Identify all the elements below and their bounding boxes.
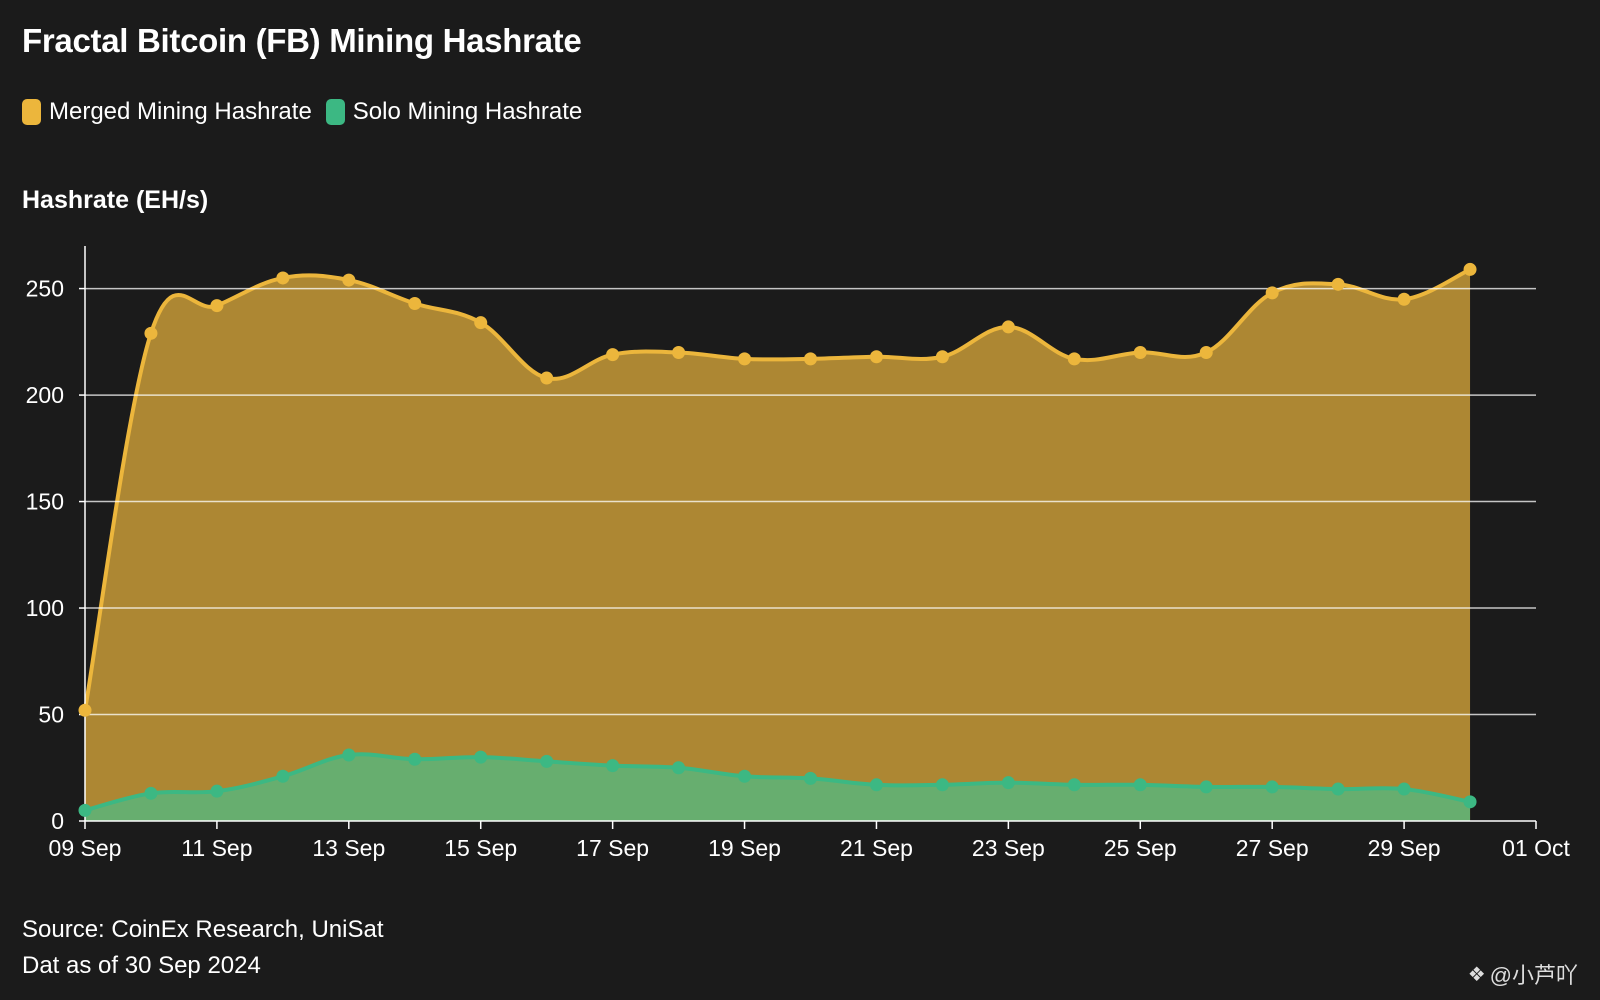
line-merged	[83, 267, 1471, 711]
area-series	[83, 267, 1471, 822]
point-solo-10[interactable]	[738, 769, 752, 783]
y-tick-label-0: 0	[51, 808, 64, 834]
point-solo-14[interactable]	[1001, 776, 1015, 790]
point-merged-6[interactable]	[474, 316, 488, 330]
x-tick-label-8: 25 Sep	[1104, 835, 1177, 861]
point-merged-10[interactable]	[738, 352, 752, 366]
point-solo-18[interactable]	[1265, 780, 1279, 794]
source-note: Source: CoinEx Research, UniSat	[22, 916, 384, 943]
point-solo-7[interactable]	[540, 754, 554, 768]
point-merged-8[interactable]	[606, 348, 620, 362]
point-solo-11[interactable]	[804, 771, 817, 785]
x-tick-label-2: 13 Sep	[312, 835, 385, 861]
point-merged-18[interactable]	[1265, 286, 1279, 300]
chart-title: Fractal Bitcoin (FB) Mining Hashrate	[22, 22, 582, 59]
chart-legend: Merged Mining Hashrate Solo Mining Hashr…	[22, 98, 596, 126]
point-solo-12[interactable]	[869, 778, 883, 792]
point-solo-0[interactable]	[78, 803, 92, 817]
point-solo-3[interactable]	[276, 769, 290, 783]
legend-item-merged[interactable]: Merged Mining Hashrate	[22, 98, 312, 126]
watermark: ❖ @小芦吖	[1468, 958, 1578, 990]
point-merged-3[interactable]	[276, 271, 290, 285]
legend-label-merged: Merged Mining Hashrate	[49, 98, 312, 125]
point-merged-0[interactable]	[78, 703, 92, 717]
point-solo-8[interactable]	[606, 759, 620, 773]
point-merged-17[interactable]	[1199, 345, 1213, 359]
y-tick-label-2: 100	[26, 595, 64, 621]
legend-item-solo[interactable]: Solo Mining Hashrate	[325, 98, 583, 126]
legend-label-solo: Solo Mining Hashrate	[352, 98, 583, 125]
point-merged-1[interactable]	[144, 326, 158, 340]
point-solo-17[interactable]	[1199, 780, 1213, 794]
point-merged-11[interactable]	[804, 352, 817, 366]
point-merged-5[interactable]	[408, 297, 422, 310]
x-tick-label-6: 21 Sep	[840, 835, 913, 861]
data-points	[78, 262, 1477, 817]
x-tick-label-9: 27 Sep	[1236, 835, 1309, 861]
area-merged	[85, 269, 1471, 822]
x-tick-label-3: 15 Sep	[444, 835, 517, 861]
grid-lines	[85, 287, 1536, 716]
point-solo-4[interactable]	[342, 748, 356, 762]
x-tick-label-1: 11 Sep	[181, 835, 252, 861]
point-solo-13[interactable]	[935, 778, 949, 792]
area-solo	[85, 754, 1471, 821]
point-merged-4[interactable]	[342, 273, 356, 287]
line-solo	[84, 752, 1471, 813]
y-tick-label-5: 250	[26, 276, 64, 302]
x-tick-label-4: 17 Sep	[576, 835, 649, 861]
point-merged-12[interactable]	[869, 350, 883, 364]
point-solo-21[interactable]	[1463, 795, 1477, 809]
y-axis-label: Hashrate (EH/s)	[22, 186, 209, 214]
watermark-text: @小芦吖	[1489, 963, 1578, 988]
point-solo-1[interactable]	[144, 786, 158, 800]
x-tick-label-11: 01 Oct	[1502, 835, 1570, 861]
x-tick-label-5: 19 Sep	[708, 835, 781, 861]
point-solo-19[interactable]	[1331, 782, 1345, 796]
y-tick-label-3: 150	[26, 489, 64, 515]
x-tick-label-7: 23 Sep	[972, 835, 1045, 861]
point-merged-16[interactable]	[1133, 345, 1147, 359]
axes: 0 50 100 150 200 250 09 Sep 11 Sep 13 Sep 15 Sep 1…	[26, 246, 1570, 861]
x-tick-label-10: 29 Sep	[1368, 835, 1441, 861]
date-note: Dat as of 30 Sep 2024	[22, 952, 261, 979]
legend-swatch-solo	[325, 99, 345, 125]
y-tick-label-4: 200	[26, 382, 64, 408]
point-merged-15[interactable]	[1067, 352, 1081, 366]
point-solo-20[interactable]	[1397, 782, 1411, 796]
x-tick-label-0: 09 Sep	[49, 835, 122, 861]
point-merged-14[interactable]	[1001, 320, 1015, 334]
point-merged-19[interactable]	[1331, 277, 1345, 291]
point-solo-9[interactable]	[672, 761, 686, 775]
point-solo-2[interactable]	[210, 784, 224, 798]
point-merged-13[interactable]	[935, 350, 949, 364]
point-solo-15[interactable]	[1067, 778, 1081, 792]
point-solo-6[interactable]	[474, 750, 488, 764]
point-merged-7[interactable]	[540, 371, 554, 385]
binance-diamond-icon: ❖	[1467, 963, 1486, 986]
point-merged-20[interactable]	[1397, 292, 1411, 306]
point-merged-2[interactable]	[210, 299, 224, 313]
legend-swatch-merged	[22, 99, 41, 125]
point-merged-9[interactable]	[672, 345, 686, 359]
y-tick-label-1: 50	[38, 702, 64, 728]
point-solo-16[interactable]	[1133, 778, 1147, 792]
chart-footer: Source: CoinEx Research, UniSat Dat as o…	[22, 912, 384, 984]
point-solo-5[interactable]	[408, 752, 422, 766]
point-merged-21[interactable]	[1463, 262, 1477, 276]
